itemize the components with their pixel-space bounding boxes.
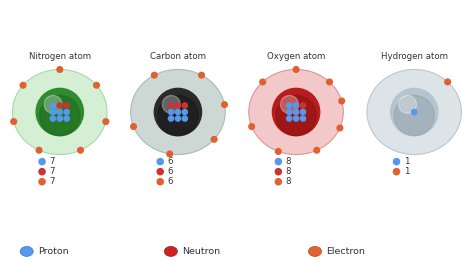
Circle shape — [399, 95, 417, 113]
Circle shape — [56, 109, 63, 115]
Circle shape — [166, 150, 173, 157]
Circle shape — [300, 115, 306, 122]
Circle shape — [338, 97, 345, 105]
Circle shape — [39, 158, 45, 165]
Text: Neutron: Neutron — [182, 247, 220, 256]
Ellipse shape — [12, 70, 107, 155]
Circle shape — [292, 66, 300, 73]
Circle shape — [248, 123, 255, 130]
Ellipse shape — [309, 246, 321, 256]
Ellipse shape — [249, 70, 343, 155]
Circle shape — [64, 109, 70, 115]
Circle shape — [275, 158, 282, 165]
Circle shape — [182, 109, 188, 115]
Circle shape — [300, 109, 306, 115]
Circle shape — [19, 82, 27, 89]
Circle shape — [56, 102, 63, 109]
Text: Nitrogen atom: Nitrogen atom — [29, 52, 91, 61]
Text: 1: 1 — [403, 167, 409, 176]
Circle shape — [77, 147, 84, 154]
Circle shape — [36, 88, 83, 136]
Circle shape — [174, 102, 181, 109]
Circle shape — [64, 102, 70, 109]
Circle shape — [313, 147, 320, 154]
Circle shape — [174, 115, 181, 122]
Circle shape — [182, 102, 188, 109]
Text: 8: 8 — [285, 157, 291, 166]
Circle shape — [102, 118, 109, 125]
Circle shape — [50, 109, 56, 115]
Circle shape — [444, 78, 451, 86]
Circle shape — [40, 95, 80, 136]
Circle shape — [210, 136, 218, 143]
Text: 7: 7 — [49, 157, 55, 166]
Circle shape — [300, 102, 306, 109]
Circle shape — [50, 115, 56, 122]
Circle shape — [259, 78, 266, 86]
Circle shape — [168, 102, 174, 109]
Circle shape — [326, 78, 333, 86]
Circle shape — [151, 72, 158, 79]
Circle shape — [275, 179, 282, 185]
Text: 7: 7 — [49, 177, 55, 186]
Ellipse shape — [164, 246, 177, 256]
Circle shape — [393, 169, 400, 175]
Circle shape — [56, 66, 64, 73]
Ellipse shape — [131, 70, 225, 155]
Circle shape — [168, 109, 174, 115]
Text: 6: 6 — [167, 167, 173, 176]
Circle shape — [44, 95, 62, 113]
Circle shape — [157, 179, 163, 185]
Ellipse shape — [20, 246, 33, 256]
Circle shape — [276, 95, 316, 136]
Text: Proton: Proton — [38, 247, 69, 256]
Circle shape — [275, 148, 282, 155]
Circle shape — [157, 158, 163, 165]
Text: 8: 8 — [285, 167, 291, 176]
Circle shape — [275, 169, 282, 175]
Circle shape — [39, 169, 45, 175]
Ellipse shape — [367, 70, 462, 155]
Text: Oxygen atom: Oxygen atom — [267, 52, 325, 61]
Circle shape — [394, 95, 434, 136]
Text: 7: 7 — [49, 167, 55, 176]
Circle shape — [64, 115, 70, 122]
Text: 1: 1 — [403, 157, 409, 166]
Text: Hydrogen atom: Hydrogen atom — [381, 52, 448, 61]
Circle shape — [93, 82, 100, 89]
Circle shape — [286, 109, 292, 115]
Circle shape — [130, 123, 137, 130]
Circle shape — [174, 109, 181, 115]
Circle shape — [293, 109, 300, 115]
Circle shape — [182, 115, 188, 122]
Circle shape — [198, 72, 205, 79]
Circle shape — [158, 95, 198, 136]
Text: Carbon atom: Carbon atom — [150, 52, 206, 61]
Text: Electron: Electron — [326, 247, 365, 256]
Circle shape — [273, 88, 319, 136]
Text: 6: 6 — [167, 177, 173, 186]
Circle shape — [39, 179, 45, 185]
Circle shape — [221, 101, 228, 108]
Circle shape — [286, 115, 292, 122]
Circle shape — [162, 95, 180, 113]
Text: 6: 6 — [167, 157, 173, 166]
Circle shape — [337, 124, 344, 131]
Circle shape — [281, 95, 299, 113]
Circle shape — [157, 169, 163, 175]
Circle shape — [56, 115, 63, 122]
Circle shape — [391, 88, 438, 136]
Circle shape — [155, 88, 201, 136]
Circle shape — [293, 102, 300, 109]
Circle shape — [10, 118, 17, 125]
Circle shape — [411, 109, 418, 115]
Circle shape — [293, 115, 300, 122]
Circle shape — [168, 115, 174, 122]
Circle shape — [36, 147, 43, 154]
Circle shape — [393, 158, 400, 165]
Circle shape — [286, 102, 292, 109]
Circle shape — [50, 102, 56, 109]
Text: 8: 8 — [285, 177, 291, 186]
